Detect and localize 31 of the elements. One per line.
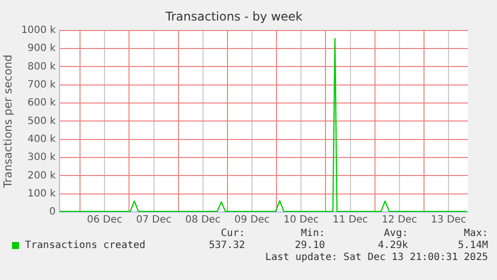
y-tick-label: 700 k	[28, 79, 56, 90]
y-tick-label: 900 k	[28, 43, 56, 54]
x-tick-label: 10 Dec	[284, 214, 319, 226]
text: Last update: Sat Dec 13 21:00:31 2025	[265, 252, 488, 263]
text: 29.10	[294, 240, 325, 251]
text: Min:	[300, 228, 325, 239]
text: 5.14M	[458, 240, 488, 251]
x-tick-label: 12 Dec	[382, 214, 418, 226]
y-tick-label: 100 k	[28, 188, 56, 200]
y-tick-label: 0	[49, 206, 56, 218]
text: 537.32	[208, 240, 245, 251]
text: Max:	[464, 228, 488, 239]
y-tick-label: 500 k	[28, 116, 56, 127]
legend-label: Transactions created	[25, 240, 146, 251]
x-tick-label: 13 Dec	[430, 214, 466, 226]
x-tick-label: 11 Dec	[332, 214, 368, 226]
y-axis-title: Transactions per second	[1, 54, 14, 189]
x-tick-label: 07 Dec	[136, 214, 172, 226]
y-tick-label: 1000 k	[21, 24, 56, 36]
y-tick-label: 200 k	[28, 170, 56, 182]
text: Avg:	[384, 228, 408, 239]
y-tick-label: 600 k	[28, 98, 56, 109]
y-tick-label: 300 k	[28, 152, 56, 164]
y-tick-label: 800 k	[28, 61, 56, 72]
x-tick-label: 09 Dec	[234, 214, 270, 226]
y-tick-label: 400 k	[28, 134, 56, 145]
text: 4.29k	[378, 240, 408, 251]
x-tick-label: 06 Dec	[87, 214, 122, 226]
x-tick-label: 08 Dec	[185, 214, 221, 226]
text: Cur:	[220, 228, 245, 239]
chart-title: Transactions - by week	[164, 9, 303, 24]
